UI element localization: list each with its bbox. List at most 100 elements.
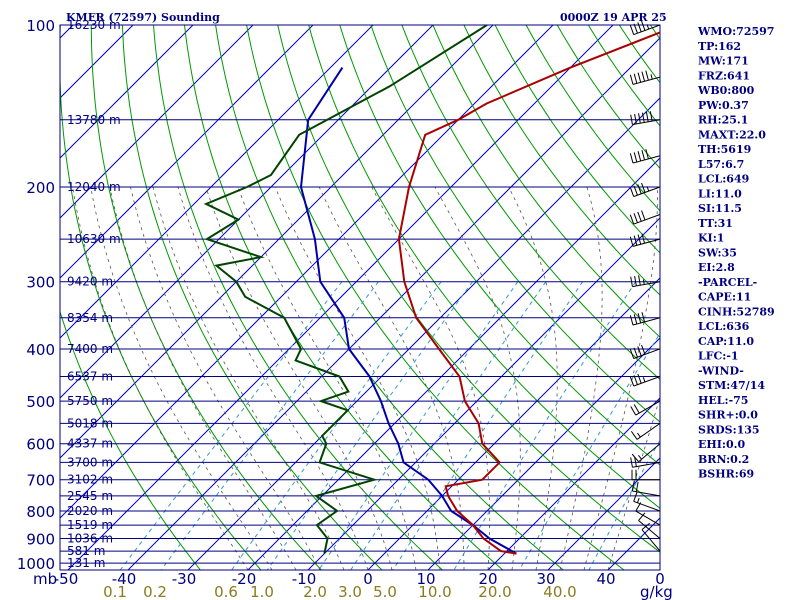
mixing-ratio-tick-label: 20.0 [478, 583, 511, 600]
index-value: FRZ:641 [698, 69, 750, 82]
wind-barb-flag [637, 211, 642, 222]
height-tick-label: 2020 m [67, 504, 113, 518]
mixing-ratio-tick-label: 0.6 [214, 583, 238, 600]
wind-barb-flag [641, 210, 646, 221]
mixing-ratio-tick-label: 0.1 [103, 583, 127, 600]
index-value: LI:11.0 [698, 187, 742, 200]
isotherm-line [247, 157, 660, 570]
isotherm-line [60, 25, 554, 519]
wind-barb-half-flag [646, 24, 650, 30]
wind-barb-half-flag [637, 432, 641, 438]
wind-barb [630, 422, 661, 440]
wind-barb-shaft [632, 490, 661, 497]
wind-barb-flag [629, 25, 635, 35]
temperature-tick-label: -50 [54, 570, 79, 588]
sounding-profiles [203, 25, 660, 555]
isotherm-line [60, 25, 434, 399]
wind-barb [629, 20, 661, 36]
dry-adiabat-line [308, 25, 660, 509]
mixing-ratio-line [392, 281, 584, 570]
pressure-tick-label: 700 [26, 472, 55, 490]
wind-barb [629, 182, 661, 198]
dry-adiabat-line [184, 25, 504, 570]
wind-barb-flag [629, 315, 634, 326]
height-tick-label: 10630 m [67, 232, 121, 246]
wind-barb-flag [649, 111, 653, 122]
height-tick-label: 16230 m [67, 18, 121, 32]
mixing-ratio-line [518, 332, 660, 570]
dry-adiabat-line [215, 25, 564, 570]
wind-barb-flag [637, 151, 642, 162]
wind-barb-shaft [635, 400, 661, 416]
wind-barb-flag [641, 522, 650, 531]
dry-adiabat-line [432, 25, 660, 338]
wind-barb [630, 456, 661, 468]
index-value: WMO:72597 [697, 25, 774, 38]
height-tick-label: 8354 m [67, 311, 113, 325]
pressure-unit-label: mb [33, 570, 57, 588]
moist-adiabat-line [508, 186, 558, 570]
wind-barb-shaft [632, 238, 661, 247]
index-value: WB0:800 [697, 84, 755, 97]
mixing-ratio-tick-label: 5.0 [373, 583, 397, 600]
wind-barb-shaft [633, 500, 661, 512]
pressure-tick-label: 100 [26, 17, 55, 35]
index-value: LFC:-1 [698, 350, 739, 363]
isotherm-line [187, 97, 660, 570]
wind-barb-flag [630, 406, 637, 416]
dry-adiabat-line [556, 25, 660, 170]
dry-adiabat-line [463, 25, 660, 296]
isotherm-line [60, 25, 314, 279]
wind-barb-shaft [638, 443, 661, 463]
wind-barb-shaft [633, 24, 661, 36]
pressure-tick-label: 1000 [17, 555, 55, 573]
mixing-ratio-line [318, 281, 519, 570]
wind-barb [629, 373, 661, 387]
wind-barb-shaft [632, 119, 661, 126]
moist-adiabat-line [607, 395, 660, 570]
pressure-tick-label: 400 [26, 341, 55, 359]
moist-adiabat-line [130, 186, 321, 570]
pressure-tick-label: 200 [26, 179, 55, 197]
isotherm-line [367, 277, 660, 570]
wind-barb-flag [630, 114, 633, 125]
temperature-tick-label: 0 [363, 570, 373, 588]
moist-adiabat-line [237, 186, 417, 570]
wind-barb-flag [642, 112, 645, 123]
pressure-tick-label: 900 [26, 530, 55, 548]
wind-barb-flag [629, 74, 634, 85]
wind-barb [631, 469, 660, 481]
wind-barb [629, 210, 661, 225]
index-value: TP:162 [698, 40, 741, 53]
pressure-tick-label: 800 [26, 503, 55, 521]
isotherm-line [67, 25, 614, 570]
isotherm-line [60, 25, 194, 159]
temperature-tick-label: -20 [232, 570, 257, 588]
index-value: LCL:649 [698, 173, 749, 186]
wind-barb-shaft [636, 422, 661, 440]
wind-barb-shaft [633, 376, 661, 387]
mixing-ratio-tick-label: 2.0 [303, 583, 327, 600]
index-value: STM:47/14 [698, 379, 765, 392]
plot-frame [59, 24, 661, 571]
temperature-tick-label: -10 [292, 570, 317, 588]
wind-barb-half-flag [642, 377, 646, 383]
mixing-ratio-line [350, 281, 547, 570]
isotherm-line [60, 25, 374, 339]
wind-barb-shaft [633, 186, 661, 198]
index-value: -PARCEL- [698, 276, 757, 289]
height-tick-label: 2545 m [67, 489, 113, 503]
wind-barb-half-flag [650, 74, 653, 80]
wind-barb-flag [633, 347, 638, 358]
temperature-tick-label: -30 [172, 570, 197, 588]
temperature-tick-label: 10 [416, 570, 435, 588]
wind-barb-flag [637, 184, 642, 194]
moist-adiabat-line [152, 186, 345, 570]
wind-barb-flag [633, 23, 638, 34]
wind-barb-flag [631, 481, 635, 492]
wind-barb-flag [645, 111, 649, 122]
wind-barb-shaft [638, 520, 661, 539]
moist-adiabat-line [177, 186, 369, 570]
height-tick-label: 9420 m [67, 275, 113, 289]
